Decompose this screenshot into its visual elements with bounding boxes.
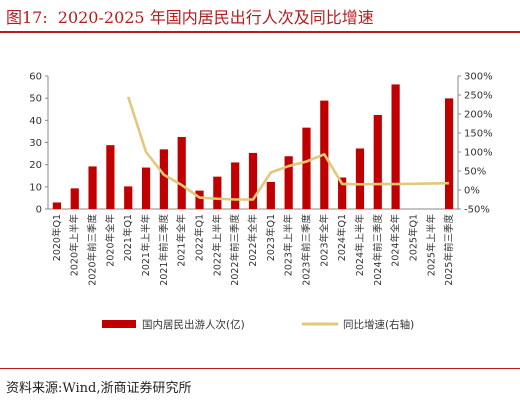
bar [373,115,382,209]
category-label: 2022年全年 [247,214,259,267]
bar [302,127,311,209]
category-label: 2020年全年 [104,214,116,267]
category-label: 2024年Q1 [336,214,348,261]
left-tick-label: 10 [29,182,42,193]
growth-line [395,181,450,186]
bar [248,152,258,209]
category-label: 2020年Q1 [51,214,63,261]
bar [141,167,151,209]
category-label: 2023年Q1 [265,214,277,261]
bar [338,177,347,209]
category-label: 2023年上半年 [283,214,295,277]
right-tick-label: 100% [464,148,493,159]
bar [391,84,400,209]
category-label: 2024年上半年 [354,214,366,277]
legend-bar-label: 国内居民出游人次(亿) [142,318,245,331]
legend-line-label: 同比增速(右轴) [343,318,414,331]
right-tick-label: 150% [464,129,493,140]
bar [159,149,168,209]
bar [355,148,365,209]
bar [284,156,293,209]
source-note: 资料来源:Wind,浙商证券研究所 [6,381,192,396]
left-tick-label: 50 [29,94,42,105]
left-tick-label: 20 [29,160,42,171]
bar [213,176,222,209]
bar [70,188,79,209]
category-label: 2025年上半年 [425,214,437,277]
category-label: 2021年上半年 [140,214,152,277]
category-label: 2021年前三季度 [158,214,170,286]
category-label: 2022年上半年 [211,214,223,277]
legend-bar-swatch [102,320,136,328]
title-divider [0,31,520,33]
category-label: 2021年全年 [176,214,188,267]
category-label: 2023年全年 [318,214,330,267]
category-label: 2022年前三季度 [229,214,241,286]
left-tick-label: 60 [29,72,42,83]
left-tick-label: 0 [36,205,42,216]
bar [106,145,115,209]
chart-title: 图17: 2020-2025 年国内居民出行人次及同比增速 [6,4,374,28]
figure-title: 2020-2025 年国内居民出行人次及同比增速 [57,8,374,27]
bar [195,190,204,209]
category-label: 2024年全年 [390,214,402,267]
bar [88,166,97,209]
category-label: 2025年Q1 [407,214,419,261]
category-label: 2025年前三季度 [443,214,455,286]
left-tick-label: 30 [29,138,42,149]
category-label: 2020年上半年 [69,214,81,277]
right-tick-label: 250% [464,91,493,102]
bar [231,162,240,209]
bar [124,186,133,209]
bar [177,136,186,209]
category-label: 2021年Q1 [122,214,134,261]
category-label: 2023年前三季度 [300,214,312,286]
right-tick-label: 300% [464,72,493,83]
right-tick-label: 200% [464,110,493,121]
category-label: 2020年前三季度 [87,214,99,286]
bar [266,181,275,209]
bar [444,98,454,209]
growth-line [126,96,396,201]
left-tick-label: 40 [29,116,42,127]
right-tick-label: 50% [464,167,486,178]
right-tick-label: -50% [464,205,490,216]
right-tick-label: 0% [464,186,480,197]
category-label: 2022年Q1 [194,214,206,261]
bar [52,202,62,209]
figure-label: 图17: [6,8,48,27]
source-divider [0,368,520,369]
category-label: 2024年前三季度 [372,214,384,286]
